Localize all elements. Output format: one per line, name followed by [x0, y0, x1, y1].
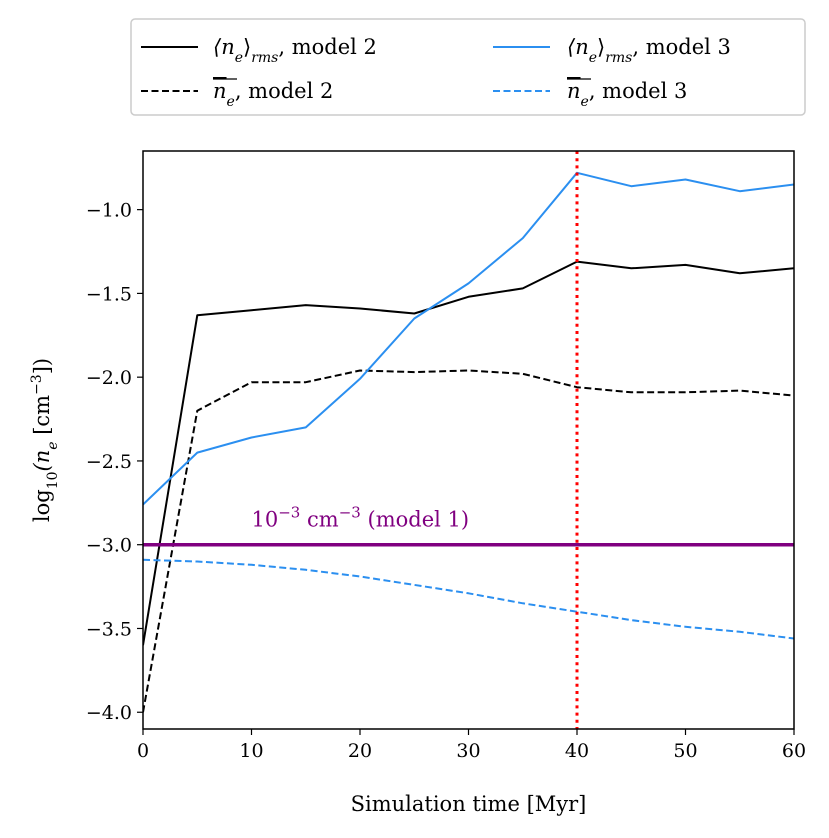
x-tick-label: 20 — [348, 740, 372, 762]
legend-entry: ⟨ne⟩rms, model 3 — [567, 35, 731, 66]
legend-box — [130, 18, 806, 116]
y-tick-label: −1.0 — [86, 200, 132, 222]
y-tick-label: −3.0 — [86, 535, 132, 557]
x-tick-label: 60 — [782, 740, 806, 762]
y-tick-label: −3.5 — [86, 618, 132, 640]
y-tick-label: −2.0 — [86, 367, 132, 389]
x-tick-label: 30 — [456, 740, 480, 762]
y-tick-label: −1.5 — [86, 283, 132, 305]
legend-entry: ne, model 2 — [213, 79, 333, 110]
series-line-3 — [143, 171, 794, 506]
x-axis-label: Simulation time [Myr] — [351, 792, 587, 816]
model1-annotation: 10−3 cm−3 (model 1) — [252, 504, 470, 532]
legend: ⟨ne⟩rms, model 2 ne, model 2 ⟨ne⟩rms, mode… — [130, 18, 806, 116]
series-line-2 — [143, 369, 794, 713]
x-tick-label: 10 — [239, 740, 263, 762]
series-line-1 — [143, 260, 794, 646]
x-tick-label: 50 — [673, 740, 697, 762]
legend-entry: ne, model 3 — [567, 79, 687, 110]
y-axis-label: log10(ne [cm−3]) — [29, 358, 61, 522]
series-line-4 — [143, 558, 794, 640]
x-tick-label: 0 — [137, 740, 149, 762]
y-tick-label: −4.0 — [86, 702, 132, 724]
svg-text:log10(ne [cm−3]): log10(ne [cm−3]) — [29, 358, 61, 522]
x-tick-label: 40 — [565, 740, 589, 762]
plot-area: 10−3 cm−3 (model 1) 0 10 20 30 40 50 60 −4.0 −3… — [86, 150, 806, 762]
y-tick-label: −2.5 — [86, 451, 132, 473]
legend-entry: ⟨ne⟩rms, model 2 — [213, 35, 377, 66]
